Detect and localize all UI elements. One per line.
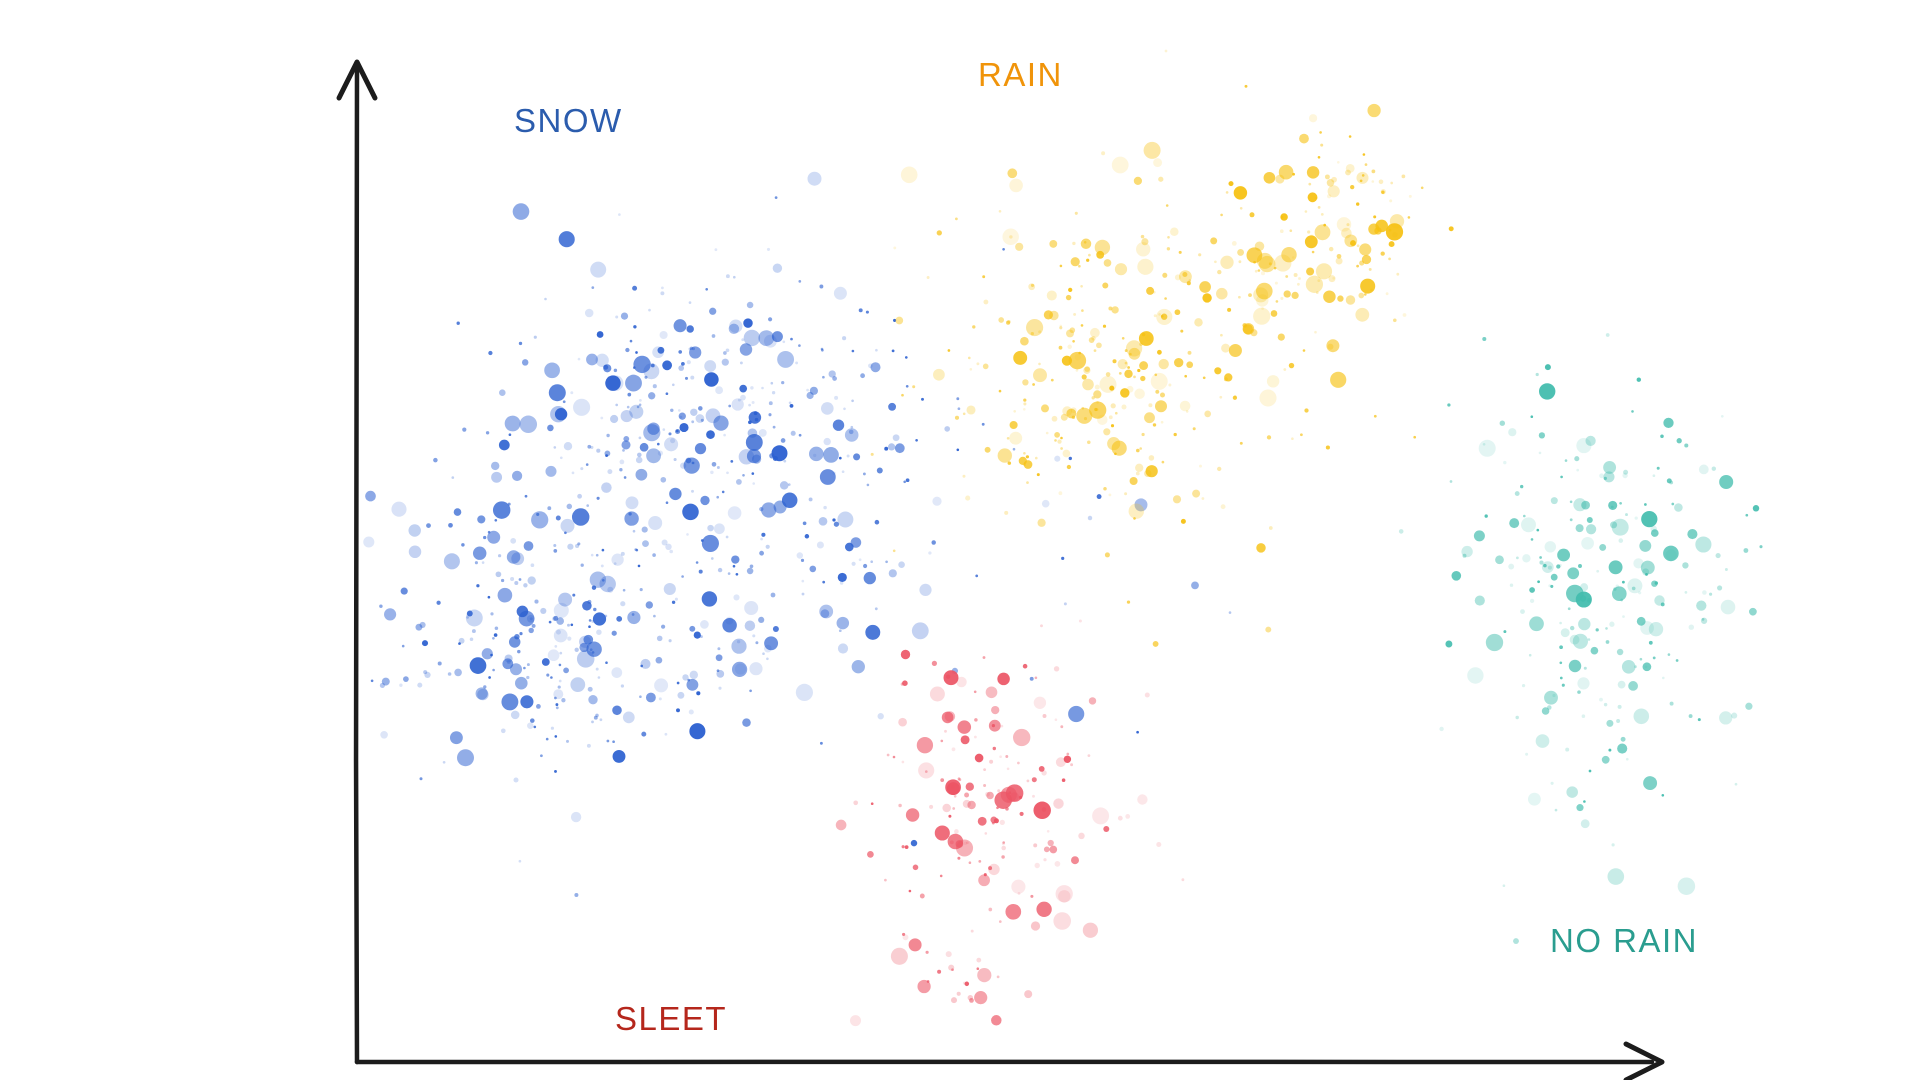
cluster-label-rain: RAIN [978, 56, 1063, 93]
axes-group [336, 59, 1665, 1080]
x-axis [354, 1058, 1655, 1065]
cluster-label-no-rain: NO RAIN [1550, 922, 1699, 959]
cluster-snow [363, 171, 1232, 897]
y-axis-arrow-icon [336, 59, 378, 101]
y-axis [353, 63, 360, 1065]
cluster-rain [870, 49, 1454, 647]
cluster-label-sleet: SLEET [615, 1000, 728, 1037]
cluster-sleet [835, 619, 1185, 1027]
cluster-no-rain [1398, 333, 1763, 945]
scatter-points-layer [363, 49, 1763, 1027]
cluster-label-snow: SNOW [514, 102, 623, 139]
x-axis-arrow-icon [1623, 1041, 1665, 1080]
